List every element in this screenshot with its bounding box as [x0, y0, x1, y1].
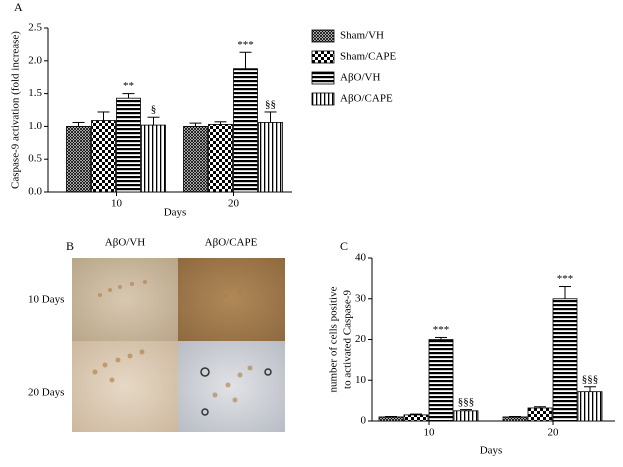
- error-bar: [410, 413, 422, 415]
- column-label: AβO/VH: [105, 237, 145, 249]
- x-axis-label: Days: [164, 207, 187, 219]
- error-bar: [239, 51, 252, 69]
- y-tick-label: 1.0: [28, 120, 42, 132]
- annotation: ***: [237, 39, 254, 51]
- annotation: §§§: [458, 396, 475, 408]
- row-label: 10 Days: [28, 294, 64, 306]
- y-tick-label: 2.0: [28, 54, 42, 66]
- micrograph: [72, 258, 178, 341]
- bar: [116, 97, 141, 193]
- annotation: §§: [265, 98, 276, 110]
- bar: [183, 126, 208, 193]
- x-tick-label: 10: [111, 198, 123, 210]
- bar: [258, 122, 283, 193]
- legend-swatch: [311, 92, 335, 106]
- column-label: AβO/CAPE: [205, 237, 258, 249]
- bar: [502, 416, 528, 422]
- annotation: §§§: [582, 373, 599, 385]
- bar: [208, 124, 233, 193]
- legend-swatch: [311, 71, 335, 85]
- micrograph: [178, 258, 285, 341]
- error-bar: [214, 121, 227, 125]
- annotation: ***: [557, 273, 574, 285]
- error-bar: [584, 386, 596, 392]
- bar: [403, 414, 429, 422]
- error-bar: [97, 111, 110, 121]
- bar: [378, 416, 404, 422]
- bar: [453, 410, 479, 422]
- y-tick-label: 1.5: [28, 87, 42, 99]
- micrographs: [72, 258, 285, 432]
- error-bar: [460, 409, 472, 411]
- bar: [91, 120, 116, 193]
- x-tick-label: 20: [548, 427, 560, 439]
- bar: [233, 68, 258, 193]
- error-bar: [72, 121, 85, 127]
- error-bar: [122, 93, 135, 99]
- y-tick-label: 0.0: [28, 186, 42, 198]
- legend-swatch: [311, 50, 335, 64]
- legend-swatch: [311, 29, 335, 43]
- error-bar: [147, 116, 160, 126]
- bar: [552, 298, 578, 422]
- y-tick-label: 40: [355, 252, 367, 264]
- y-tick-label: 2.5: [28, 22, 42, 34]
- y-axis-label: number of cells positive: [328, 286, 340, 392]
- y-tick-label: 30: [355, 292, 367, 304]
- micrograph: [72, 341, 178, 432]
- row-label: 20 Days: [28, 387, 64, 399]
- y-tick-label: 10: [355, 374, 367, 386]
- bar: [66, 126, 91, 193]
- bar: [428, 339, 454, 422]
- panel-label: C: [340, 239, 348, 253]
- error-bar: [264, 111, 277, 123]
- x-axis-label: Days: [480, 445, 503, 457]
- x-tick-label: 20: [228, 198, 240, 210]
- annotation: §: [151, 104, 157, 116]
- error-bar: [435, 336, 447, 340]
- legend-label: Sham/CAPE: [340, 51, 397, 63]
- panel-label: B: [66, 239, 74, 253]
- annotation: ***: [433, 324, 450, 336]
- y-axis-label: Caspase-9 activation (fold increase): [10, 31, 22, 189]
- legend-label: AβO/CAPE: [340, 93, 393, 105]
- y-tick-label: 0.5: [28, 153, 42, 165]
- x-tick-label: 10: [424, 427, 436, 439]
- error-bar: [189, 122, 202, 127]
- panel-label: A: [14, 0, 23, 14]
- y-axis-label: to activated Caspase-9: [342, 290, 354, 389]
- error-bar: [534, 406, 546, 408]
- legend-label: AβO/VH: [340, 72, 380, 84]
- legend-label: Sham/VH: [340, 30, 384, 42]
- error-bar: [559, 286, 571, 299]
- y-tick-label: 0: [361, 415, 367, 427]
- bar: [527, 407, 553, 422]
- annotation: **: [123, 80, 134, 92]
- y-tick-label: 20: [355, 333, 367, 345]
- bar: [141, 124, 166, 193]
- micrograph: [178, 341, 285, 432]
- bar: [577, 391, 603, 422]
